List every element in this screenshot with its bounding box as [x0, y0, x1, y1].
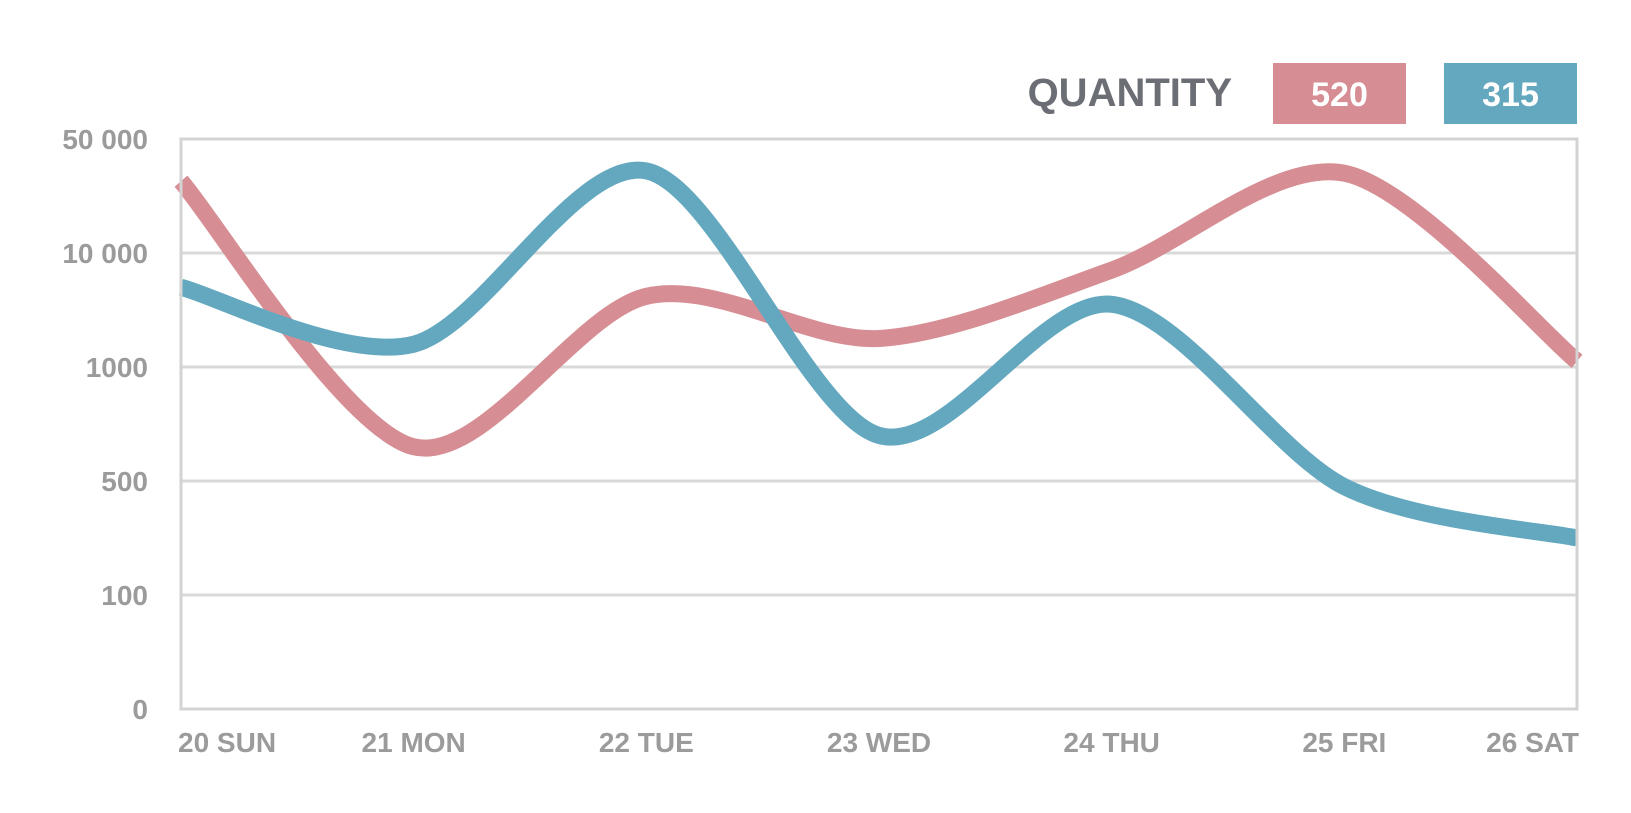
y-tick-label: 0: [132, 694, 148, 725]
legend-title: QUANTITY: [1028, 71, 1233, 115]
x-axis-ticks: 20 SUN 21 MON 22 TUE 23 WED 24 THU 25 FRI 26 S…: [178, 727, 1579, 758]
x-tick-label: 23 WED: [827, 727, 931, 758]
series-line-315: [178, 161, 1579, 547]
legend-label: 315: [1482, 76, 1539, 114]
series-lines: [174, 161, 1583, 547]
y-tick-label: 50 000: [62, 124, 148, 155]
x-tick-label: 26 SAT: [1486, 727, 1579, 758]
legend-swatch-315: [1444, 63, 1577, 124]
y-tick-label: 10 000: [62, 238, 148, 269]
legend-swatch-520: [1273, 63, 1406, 124]
x-tick-label: 21 MON: [362, 727, 466, 758]
x-tick-label: 25 FRI: [1302, 727, 1386, 758]
legend-label: 520: [1311, 76, 1368, 114]
y-tick-label: 100: [101, 580, 148, 611]
x-tick-label: 24 THU: [1063, 727, 1159, 758]
series-line-520: [174, 163, 1583, 457]
y-tick-label: 1000: [86, 352, 148, 383]
legend: QUANTITY 520 315: [1028, 63, 1577, 124]
plot-frame: [179, 137, 1579, 711]
grid-lines: [181, 137, 1577, 597]
x-tick-label: 22 TUE: [599, 727, 694, 758]
x-tick-label: 20 SUN: [178, 727, 276, 758]
y-axis-ticks: 0 100 500 1000 10 000 50 000: [62, 124, 148, 725]
plot-border: [179, 137, 1579, 711]
y-tick-label: 500: [101, 466, 148, 497]
